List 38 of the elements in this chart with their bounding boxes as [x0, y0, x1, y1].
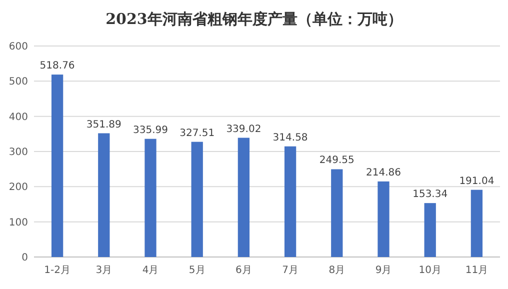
x-tick-label: 3月: [96, 265, 112, 276]
bar: [144, 138, 156, 257]
x-tick-label: 11月: [465, 265, 488, 276]
x-tick-label: 9月: [375, 265, 392, 276]
data-label: 153.34: [412, 189, 448, 200]
x-tick-label: 1-2月: [44, 265, 70, 276]
bar: [191, 142, 203, 257]
data-label: 335.99: [133, 124, 168, 136]
y-tick-label: 200: [8, 182, 28, 194]
data-label: 518.76: [40, 60, 75, 72]
x-tick-label: 4月: [142, 265, 159, 276]
chart-title: 2023年河南省粗钢年度产量（单位：万吨）: [106, 10, 402, 28]
x-tick-label: 7月: [282, 265, 298, 276]
bar: [238, 138, 250, 257]
bar: [378, 181, 390, 257]
data-label: 191.04: [459, 176, 494, 187]
bar: [331, 169, 343, 257]
bar: [51, 74, 64, 257]
x-tick-label: 6月: [236, 265, 252, 276]
y-tick-label: 0: [22, 252, 28, 264]
data-label: 351.89: [86, 119, 122, 130]
bar: [98, 133, 110, 257]
x-tick-label: 8月: [328, 265, 346, 276]
y-tick-label: 500: [8, 76, 28, 88]
data-label: 327.51: [180, 128, 215, 139]
bar: [284, 146, 296, 257]
data-label: 339.02: [226, 124, 262, 135]
x-tick-label: 5月: [188, 265, 206, 276]
y-tick-label: 300: [8, 147, 28, 158]
x-tick-label: 10月: [418, 265, 442, 276]
y-tick-label: 100: [8, 217, 28, 228]
data-label: 214.86: [366, 167, 401, 178]
data-label: 249.55: [319, 155, 354, 166]
y-tick-label: 600: [8, 42, 28, 52]
bar: [424, 203, 436, 257]
data-label: 314.58: [272, 132, 308, 144]
y-tick-label: 400: [8, 112, 28, 123]
bar: [470, 190, 483, 257]
